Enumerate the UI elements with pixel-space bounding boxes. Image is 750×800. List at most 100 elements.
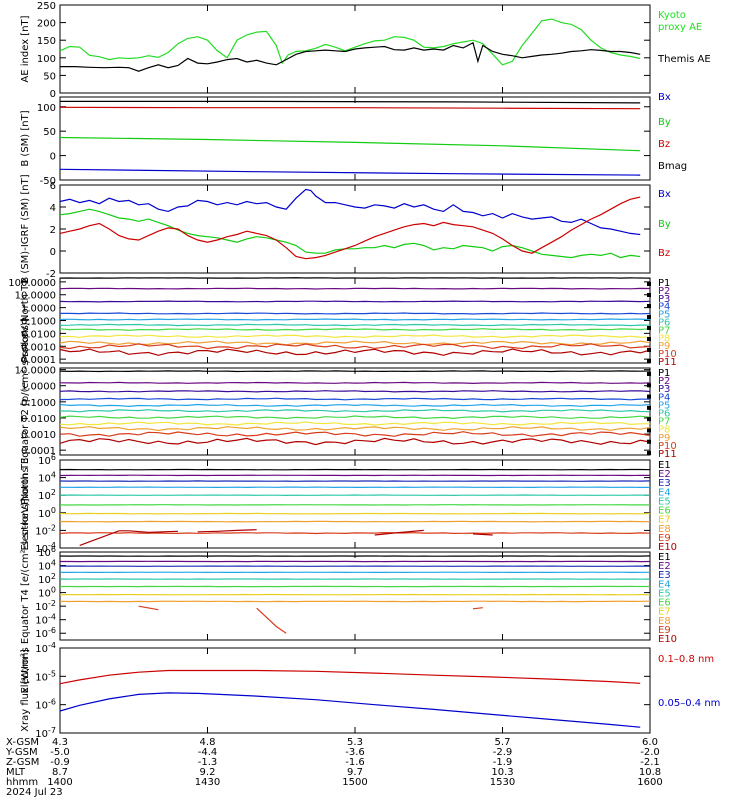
- series-line-e9: [59, 531, 651, 535]
- series-line-bmag: [60, 100, 641, 104]
- legend-p7: P7: [658, 417, 670, 428]
- legend-bx: Bx: [658, 92, 671, 103]
- series-line-e10: [472, 533, 493, 536]
- legend-e5: E5: [658, 588, 671, 599]
- y-tick-label: 100: [38, 506, 56, 520]
- series-line-p5: [59, 318, 651, 321]
- y-tick-label: 106: [38, 453, 56, 467]
- series-line-p7: [59, 328, 651, 331]
- legend-e2: E2: [658, 469, 671, 480]
- panel-frame: [59, 277, 651, 364]
- y-tick-label: 250: [37, 1, 56, 12]
- legend-p9: P9: [658, 341, 670, 352]
- series-line-0-1-0-8-nm: [59, 669, 641, 685]
- legend-p1: P1: [658, 368, 670, 379]
- series-line-p10: [59, 343, 651, 350]
- legend-p1: P1: [658, 278, 670, 289]
- y-tick-label: 0.1000: [21, 398, 56, 409]
- legend-e3: E3: [658, 570, 671, 581]
- legend-0-1-0-8-nm: 0.1–0.8 nm: [658, 654, 714, 665]
- y-axis-label: Protons Equator T2 [p/(cm²-s-sr-keV)]: [20, 318, 31, 505]
- series-line-p9: [59, 340, 651, 346]
- legend-themis-ae: Themis AE: [657, 54, 711, 65]
- series-line-p1: [59, 277, 651, 279]
- legend-e2: E2: [658, 561, 671, 572]
- legend-e1: E1: [658, 552, 671, 563]
- y-tick-label: 10-7: [35, 726, 56, 740]
- y-tick-label: 100: [38, 586, 56, 600]
- y-axis-label: B (SM) [nT]: [20, 110, 31, 166]
- series-line-by: [59, 136, 641, 152]
- series-line-e9: [472, 607, 483, 610]
- legend-e5: E5: [658, 496, 671, 507]
- series-line-bz: [59, 106, 641, 110]
- legend-p5: P5: [658, 400, 670, 411]
- y-axis-label: B (SM)-IGRF (SM) [nT]: [20, 174, 31, 283]
- y-tick-label: 100.0000: [8, 278, 56, 289]
- y-tick-label: 0.0100: [21, 414, 56, 425]
- y-tick-label: 10.0000: [15, 366, 56, 377]
- y-tick-label: 0.0001: [21, 355, 56, 366]
- y-tick-label: 200: [37, 19, 56, 30]
- series-line-p8: [59, 334, 651, 339]
- panel-frame: [59, 184, 651, 274]
- y-tick-label: 0.0100: [21, 329, 56, 340]
- legend-p5: P5: [658, 310, 670, 321]
- panel-3: 6 4 2 0 -2 B (SM)-IGRF (SM) [nT] Bx By Bz: [20, 174, 671, 283]
- y-tick-label: 100: [37, 103, 56, 114]
- series-line-p6: [59, 323, 650, 327]
- legend-e10: E10: [658, 634, 677, 645]
- y-axis-label: Xray flux [W/m²]: [20, 649, 31, 732]
- y-tick-label: 0.1000: [21, 317, 56, 328]
- legend-p10: P10: [658, 349, 677, 360]
- y-axis-label: Protons North T1: [20, 278, 31, 362]
- y-tick-label: 4: [50, 203, 56, 214]
- series-line-e8: [59, 600, 651, 603]
- panel-frame: [59, 459, 651, 549]
- legend-e1: E1: [658, 460, 671, 471]
- legend-bz: Bz: [658, 248, 670, 259]
- panel-5: 10.00001.00000.10000.01000.00100.0001Pro…: [15, 318, 677, 505]
- legend-e8: E8: [658, 524, 671, 535]
- series-line-p10: [59, 431, 651, 437]
- series-line-e9: [138, 605, 159, 611]
- y-tick-label: 10.0000: [15, 291, 56, 302]
- y-tick-label: 0: [50, 89, 56, 100]
- series-line-e10: [374, 529, 424, 536]
- y-tick-label: 10-4: [35, 541, 56, 555]
- legend-p6: P6: [658, 409, 670, 420]
- y-tick-label: 102: [38, 572, 56, 586]
- series-line-p4: [59, 397, 651, 401]
- y-tick-label: 10-2: [35, 599, 56, 613]
- y-tick-label: -2: [46, 269, 56, 280]
- legend-p6: P6: [658, 318, 670, 329]
- legend-p3: P3: [658, 384, 670, 395]
- y-tick-label: 0.0010: [21, 342, 56, 353]
- series-line-p11: [59, 437, 651, 446]
- y-tick-label: 10-4: [35, 641, 56, 655]
- series-line-e10: [79, 530, 179, 546]
- series-line-p2: [59, 381, 651, 385]
- panel-1: 250 200 150 100 50 0 AE index [nT] Kyoto proxy A…: [20, 1, 711, 100]
- legend-p4: P4: [658, 302, 670, 313]
- series-line-bz: [59, 196, 641, 260]
- legend-e10: E10: [658, 542, 677, 553]
- y-tick-label: 0: [50, 247, 56, 258]
- legend-by: By: [658, 219, 671, 230]
- legend-bmag: Bmag: [658, 161, 687, 172]
- series-line-p4: [60, 312, 651, 315]
- series-line-p3: [59, 300, 651, 303]
- legend-kyoto-proxy-ae: Kyoto proxy AE: [658, 10, 702, 33]
- legend-e9: E9: [658, 533, 671, 544]
- legend-e3: E3: [658, 478, 671, 489]
- y-tick-label: 10-6: [35, 698, 56, 712]
- series-line-p5: [59, 403, 651, 408]
- y-tick-label: 10-2: [35, 523, 56, 537]
- series-line-e9: [256, 607, 287, 634]
- series-line-p9: [59, 426, 651, 432]
- series-line-p2: [59, 287, 651, 290]
- series-line-themis-ae: [60, 41, 641, 72]
- y-tick-label: 104: [38, 471, 56, 485]
